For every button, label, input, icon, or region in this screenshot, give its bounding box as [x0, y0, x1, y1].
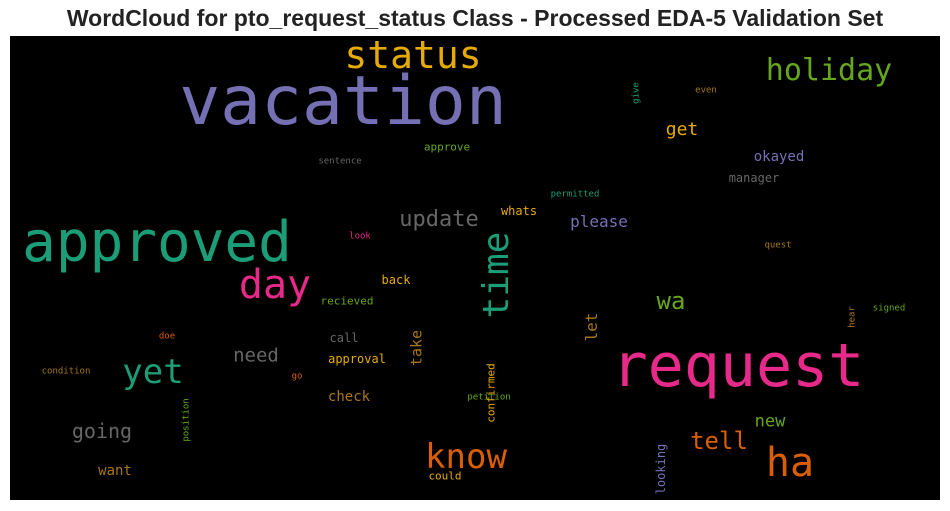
word-signed: signed — [872, 303, 906, 314]
word-know: know — [425, 437, 507, 477]
word-even: even — [695, 85, 717, 96]
word-condition: condition — [41, 366, 91, 377]
word-looking: looking — [654, 443, 668, 495]
word-petition: petition — [467, 392, 511, 403]
wordcloud-canvas: vacation request approved status day ha time kn… — [10, 36, 940, 500]
word-ha: ha — [765, 440, 815, 486]
word-need: need — [233, 344, 279, 367]
word-okayed: okayed — [753, 149, 805, 165]
word-please: please — [570, 212, 628, 231]
word-position: position — [181, 398, 192, 442]
word-sentence: sentence — [318, 156, 362, 167]
word-tell: tell — [690, 427, 748, 455]
word-vacation: vacation — [179, 62, 507, 141]
word-manager: manager — [728, 171, 780, 185]
word-hear: hear — [847, 306, 858, 328]
word-whats: whats — [500, 204, 538, 218]
word-going: going — [71, 419, 133, 443]
word-approved: approved — [22, 210, 292, 275]
word-approval: approval — [328, 352, 386, 366]
word-day: day — [238, 262, 312, 308]
word-request: request — [611, 331, 865, 401]
word-quest: quest — [764, 240, 792, 251]
word-go: go — [291, 371, 303, 382]
word-want: want — [98, 463, 132, 479]
word-back: back — [381, 273, 411, 287]
word-new: new — [754, 411, 786, 432]
word-call: call — [329, 331, 359, 345]
word-look: look — [349, 231, 371, 242]
word-get: get — [665, 119, 699, 140]
word-give: give — [631, 82, 642, 104]
word-recieved: recieved — [320, 294, 374, 308]
word-could: could — [428, 469, 462, 483]
word-wa: wa — [656, 287, 686, 315]
word-holiday: holiday — [765, 53, 893, 88]
word-take: take — [407, 329, 426, 367]
word-time: time — [476, 231, 517, 319]
word-yet: yet — [122, 352, 184, 392]
word-update: update — [399, 207, 479, 232]
word-permitted: permitted — [550, 189, 600, 200]
chart-title: WordCloud for pto_request_status Class -… — [66, 5, 884, 31]
word-let: let — [582, 312, 601, 342]
word-doe: doe — [158, 331, 176, 342]
word-status: status — [344, 36, 482, 77]
word-approve: approve — [423, 140, 471, 154]
word-check: check — [327, 389, 371, 405]
